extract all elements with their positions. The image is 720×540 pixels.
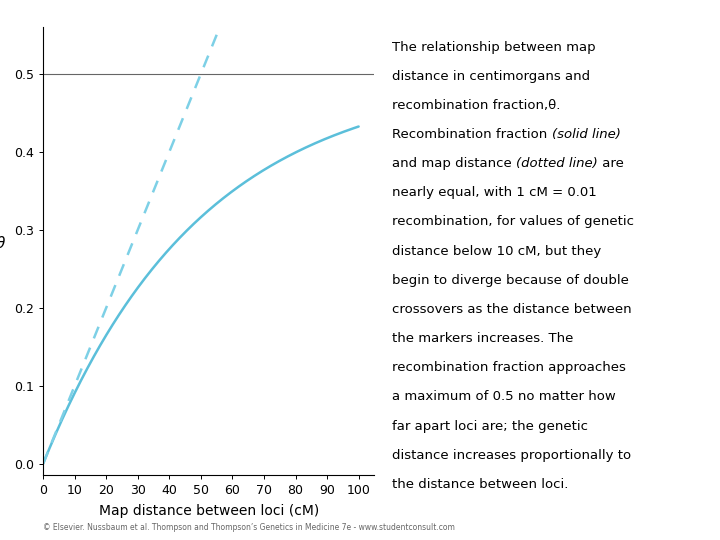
Text: and map distance: and map distance <box>392 157 516 170</box>
Text: distance below 10 cM, but they: distance below 10 cM, but they <box>392 245 602 258</box>
Text: begin to diverge because of double: begin to diverge because of double <box>392 274 629 287</box>
Text: © Elsevier. Nussbaum et al. Thompson and Thompson’s Genetics in Medicine 7e - ww: © Elsevier. Nussbaum et al. Thompson and… <box>43 523 455 532</box>
Text: distance in centimorgans and: distance in centimorgans and <box>392 70 590 83</box>
Text: crossovers as the distance between: crossovers as the distance between <box>392 303 632 316</box>
Text: recombination fraction,θ.: recombination fraction,θ. <box>392 99 561 112</box>
Text: recombination, for values of genetic: recombination, for values of genetic <box>392 215 634 228</box>
Text: distance increases proportionally to: distance increases proportionally to <box>392 449 631 462</box>
X-axis label: Map distance between loci (cM): Map distance between loci (cM) <box>99 504 319 518</box>
Text: nearly equal, with 1 cM = 0.01: nearly equal, with 1 cM = 0.01 <box>392 186 597 199</box>
Text: the distance between loci.: the distance between loci. <box>392 478 569 491</box>
Text: are: are <box>598 157 624 170</box>
Text: a maximum of 0.5 no matter how: a maximum of 0.5 no matter how <box>392 390 616 403</box>
Text: the markers increases. The: the markers increases. The <box>392 332 574 345</box>
Text: (solid line): (solid line) <box>552 128 621 141</box>
Y-axis label: θ: θ <box>0 236 5 251</box>
Text: recombination fraction approaches: recombination fraction approaches <box>392 361 626 374</box>
Text: (dotted line): (dotted line) <box>516 157 598 170</box>
Text: The relationship between map: The relationship between map <box>392 40 596 53</box>
Text: Recombination fraction: Recombination fraction <box>392 128 552 141</box>
Text: far apart loci are; the genetic: far apart loci are; the genetic <box>392 420 588 433</box>
